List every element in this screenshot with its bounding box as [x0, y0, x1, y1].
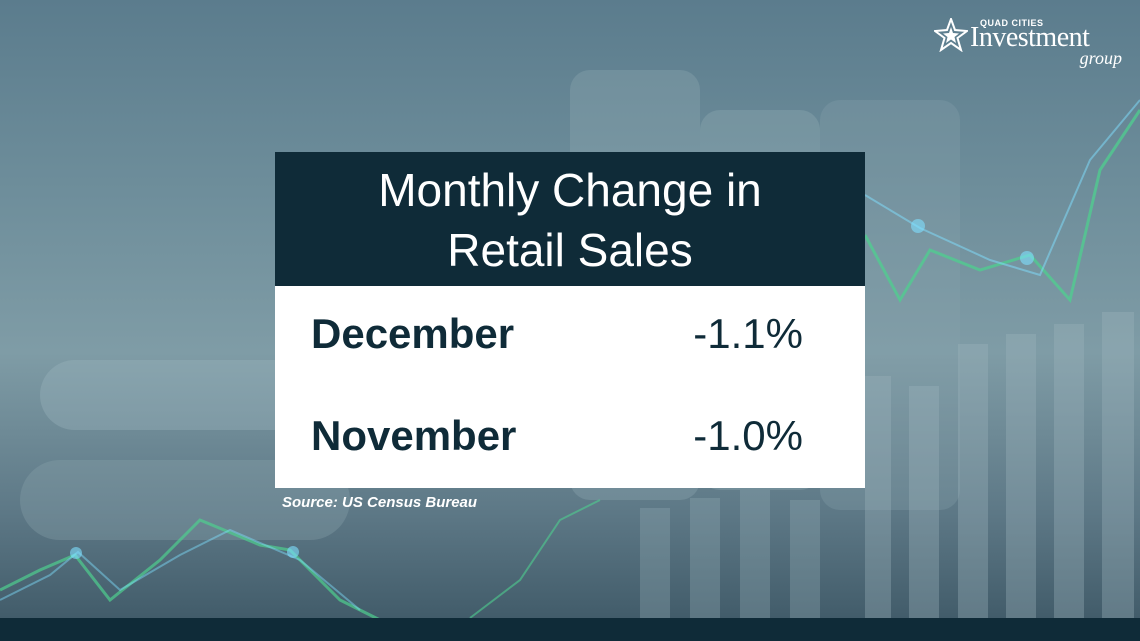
card-title-line1: Monthly Change in — [378, 164, 762, 216]
logo-sub-text: group — [1079, 48, 1122, 68]
card-body: December -1.1% November -1.0% — [275, 286, 865, 488]
source-caption: Source: US Census Bureau — [282, 494, 478, 511]
table-row-december: December -1.1% — [275, 310, 865, 370]
card-title-line2: Retail Sales — [447, 224, 693, 276]
retail-sales-card: Monthly Change in Retail Sales December … — [275, 152, 865, 488]
row-label: December — [311, 310, 515, 357]
bottom-bar — [0, 618, 1140, 641]
card-header: Monthly Change in Retail Sales — [275, 152, 865, 286]
logo-small-text: QUAD CITIES — [980, 18, 1044, 28]
star-logo-icon — [934, 18, 968, 52]
quad-cities-investment-group-logo: QUAD CITIES Investment group — [932, 14, 1128, 72]
row-value: -1.1% — [693, 310, 803, 357]
logo-main-text: Investment — [970, 22, 1090, 53]
row-value: -1.0% — [693, 412, 803, 459]
row-label: November — [311, 412, 517, 459]
table-row-november: November -1.0% — [275, 412, 865, 472]
